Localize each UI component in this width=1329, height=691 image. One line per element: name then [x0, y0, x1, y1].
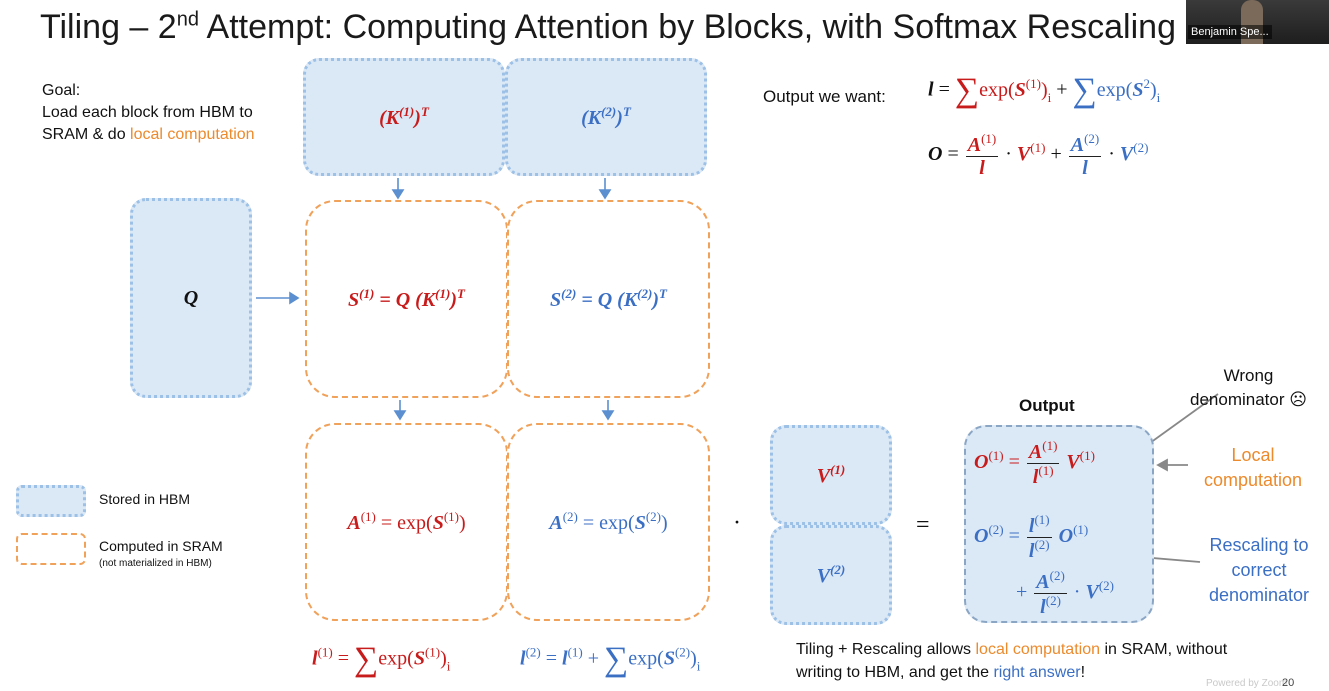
o2-fraction: l(1) l(2) — [1026, 512, 1052, 562]
o1-fraction: A(1) l(1) — [1026, 438, 1060, 488]
local-line-1: Local — [1231, 445, 1275, 465]
arrowhead-k2-down — [598, 189, 612, 200]
speaker-video-thumbnail[interactable]: Benjamin Spe... — [1186, 0, 1329, 44]
output-want-label: Output we want: — [763, 87, 886, 106]
o-frac-1: A(1) l — [965, 131, 999, 179]
s2-formula: S(2) = Q (K(2))T — [550, 286, 667, 311]
v1-label: V(1) — [816, 462, 846, 487]
arrowhead-k1-down — [391, 189, 405, 200]
s2-block: S(2) = Q (K(2))T — [507, 200, 710, 398]
output-box: O(1) = A(1) l(1) V(1) O(2) = l(1) l(2) O(1… — [964, 425, 1154, 623]
conclusion-p6: ! — [1080, 664, 1086, 681]
q-block: Q — [130, 198, 252, 398]
title-ordinal: nd — [176, 8, 199, 31]
v2-block: V(2) — [770, 525, 892, 625]
output-heading: Output — [1019, 396, 1075, 415]
wrong-line-2: denominator ☹ — [1190, 390, 1307, 409]
equals-sign: = — [916, 512, 930, 538]
title-prefix: Tiling – 2 — [40, 8, 177, 46]
sum-symbol-1: ∑ — [954, 72, 980, 109]
slide-title: Tiling – 2nd Attempt: Computing Attentio… — [40, 8, 1176, 47]
a2-formula: A(2) = exp(S(2)) — [549, 509, 668, 534]
o2-formula: O(2) = l(1) l(2) O(1) — [974, 512, 1089, 562]
legend-hbm-swatch — [16, 485, 86, 517]
o-frac-2: A(2) l — [1068, 131, 1102, 179]
k2-label: (K(2))T — [581, 104, 631, 129]
local-line-2: computation — [1203, 470, 1303, 490]
legend-hbm-label: Stored in HBM — [99, 491, 191, 507]
k1-label: (K(1))T — [379, 104, 429, 129]
q-label: Q — [183, 286, 199, 309]
sum-symbol-l2: ∑ — [604, 641, 629, 678]
l1-formula: l(1) = ∑exp(S(1))i — [312, 641, 451, 678]
conclusion-text: Tiling + Rescaling allows local computat… — [796, 638, 1227, 684]
goal-line-3: SRAM & do local computation — [42, 124, 255, 146]
legend-sram-swatch — [16, 533, 86, 565]
k2-block: (K(2))T — [505, 58, 707, 176]
o2b-fraction: A(2) l(2) — [1034, 568, 1067, 618]
a1-formula: A(1) = exp(S(1)) — [347, 509, 466, 534]
conclusion-p3: in SRAM, without — [1100, 641, 1228, 658]
l-formula: l = ∑exp(S(1))i + ∑exp(S2)i — [928, 72, 1161, 109]
goal-heading: Goal: — [42, 82, 81, 99]
arrowhead-s1-down — [393, 410, 407, 421]
zoom-watermark: Powered by Zoom — [1206, 678, 1288, 689]
page-number: 20 — [1282, 677, 1295, 689]
goal-text: Goal: Load each block from HBM to SRAM &… — [42, 80, 255, 146]
o1-formula: O(1) = A(1) l(1) V(1) — [974, 438, 1095, 488]
local-computation-note: Local computation — [1198, 443, 1308, 493]
s1-block: S(1) = Q (K(1))T — [305, 200, 508, 398]
v2-label: V(2) — [816, 562, 846, 587]
conclusion-local-computation: local computation — [975, 641, 1100, 658]
rescale-line-3: denominator — [1208, 585, 1310, 605]
conclusion-right-answer: right answer — [993, 664, 1081, 681]
conclusion-p4: writing to HBM, and get the — [796, 664, 994, 681]
sum-symbol-2: ∑ — [1072, 72, 1097, 109]
title-rest: Attempt: Computing Attention by Blocks, … — [198, 8, 1176, 46]
wrong-denominator-note: Wrong denominator ☹ — [1190, 364, 1307, 412]
legend-sram-label: Computed in SRAM — [99, 538, 223, 554]
a2-block: A(2) = exp(S(2)) — [507, 423, 710, 621]
k1-block: (K(1))T — [303, 58, 505, 176]
rescale-line-1: Rescaling to — [1209, 535, 1309, 555]
goal-line-2: Load each block from HBM to — [42, 104, 253, 121]
wrong-line-1: Wrong — [1223, 366, 1274, 385]
arrowhead-q-right — [289, 291, 300, 305]
rescale-line-2: correct — [1231, 560, 1287, 580]
arrowhead-local-computation — [1156, 458, 1168, 472]
conclusion-line-2: writing to HBM, and get the right answer… — [796, 661, 1227, 684]
conclusion-p1: Tiling + Rescaling allows — [796, 641, 976, 658]
o2-second-term: + A(2) l(2) · V(2) — [1016, 568, 1114, 618]
a1-block: A(1) = exp(S(1)) — [305, 423, 508, 621]
arrowhead-s2-down — [601, 410, 615, 421]
legend-sram-note: (not materialized in HBM) — [99, 558, 212, 569]
sum-symbol-l1: ∑ — [354, 641, 379, 678]
goal-highlight: local computation — [130, 126, 255, 143]
rescaling-note: Rescaling to correct denominator — [1198, 533, 1320, 608]
l2-formula: l(2) = l(1) + ∑exp(S(2))i — [520, 641, 701, 678]
o2-plus: + — [1016, 581, 1028, 604]
v1-block: V(1) — [770, 425, 892, 525]
s1-formula: S(1) = Q (K(1))T — [348, 286, 465, 311]
multiply-dot: · — [733, 510, 741, 536]
speaker-name-label: Benjamin Spe... — [1188, 25, 1272, 39]
goal-line-3-prefix: SRAM & do — [42, 126, 131, 143]
o-formula: O = A(1) l · V(1) + A(2) l · V(2) — [928, 131, 1149, 179]
conclusion-line-1: Tiling + Rescaling allows local computat… — [796, 638, 1227, 661]
